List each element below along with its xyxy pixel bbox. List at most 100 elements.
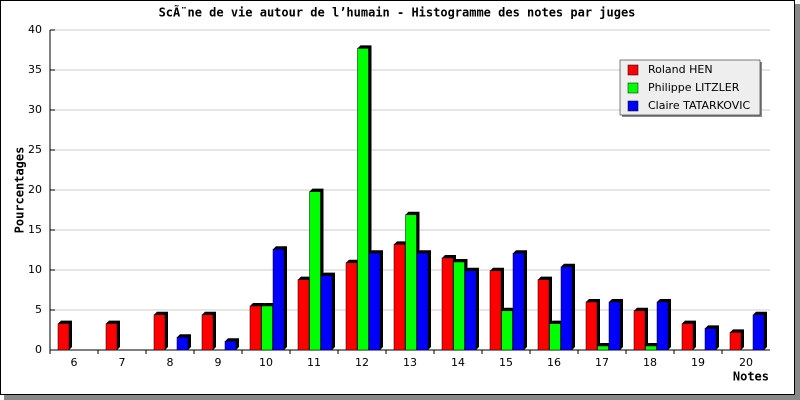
bar-face — [176, 336, 189, 351]
bar — [320, 272, 335, 351]
bar-face — [681, 323, 694, 351]
x-axis-title: Notes — [733, 370, 769, 384]
legend-swatch — [627, 100, 639, 112]
x-tick-label: 14 — [451, 356, 465, 369]
x-tick-label: 7 — [119, 356, 126, 369]
bar-face — [357, 48, 369, 351]
bar-face — [416, 252, 429, 351]
x-tick-label: 15 — [499, 356, 513, 369]
bar-face — [261, 305, 273, 351]
bar — [416, 250, 431, 351]
bar — [153, 311, 168, 351]
bar-face — [345, 262, 358, 351]
bar — [656, 299, 671, 351]
bar — [464, 267, 479, 351]
bar-face — [297, 279, 310, 351]
x-tick-label: 16 — [547, 356, 561, 369]
bar — [597, 343, 612, 351]
x-tick-label: 12 — [355, 356, 369, 369]
x-tick-label: 6 — [71, 356, 78, 369]
bar — [57, 320, 72, 351]
bar-face — [608, 301, 621, 351]
bar-face — [549, 323, 561, 351]
x-tick-label: 19 — [691, 356, 705, 369]
bar — [729, 329, 744, 351]
bar — [608, 299, 623, 351]
bar — [633, 307, 648, 351]
legend-swatch — [627, 82, 639, 94]
bar — [501, 307, 516, 351]
y-axis-title: Pourcentages — [13, 147, 27, 234]
bar-face — [656, 301, 669, 351]
bar — [272, 246, 287, 351]
chart-title: ScÃ¨ne de vie autour de l’humain - Histo… — [159, 5, 636, 20]
y-tick-label: 20 — [28, 183, 42, 196]
bar — [681, 320, 696, 351]
y-tick-label: 15 — [28, 223, 42, 236]
x-tick-label: 8 — [167, 356, 174, 369]
bar-face — [489, 270, 502, 351]
bar-face — [729, 332, 742, 351]
x-tick-label: 17 — [595, 356, 609, 369]
bar-face — [645, 345, 657, 351]
bar-face — [453, 261, 465, 351]
bar — [405, 211, 420, 351]
bar — [224, 338, 239, 351]
bar — [249, 303, 264, 351]
bar-face — [585, 301, 598, 351]
x-tick-label: 20 — [739, 356, 753, 369]
bar-face — [224, 340, 237, 351]
bar — [489, 267, 504, 351]
bar-face — [441, 257, 454, 351]
y-tick-label: 35 — [28, 63, 42, 76]
bar — [441, 255, 456, 351]
bar-face — [464, 270, 477, 351]
x-tick-label: 13 — [403, 356, 417, 369]
bar-face — [537, 279, 550, 351]
bar — [704, 325, 719, 351]
x-tick-label: 10 — [259, 356, 273, 369]
legend: Roland HEN Philippe LITZLER Claire TATARKO… — [619, 59, 762, 117]
bar-face — [249, 305, 262, 351]
bar-face — [704, 328, 717, 351]
x-tick-label: 11 — [307, 356, 321, 369]
bar — [585, 299, 600, 351]
legend-label: Claire TATARKOVIC — [648, 99, 750, 112]
y-tick-label: 25 — [28, 143, 42, 156]
y-tick-label: 30 — [28, 103, 42, 116]
bar — [393, 241, 408, 351]
bar-face — [752, 314, 765, 351]
bar — [512, 250, 527, 351]
bar — [297, 276, 312, 351]
bar — [345, 259, 360, 351]
bar — [309, 188, 324, 351]
bar-face — [512, 252, 525, 351]
bar — [261, 303, 276, 351]
x-tick-label: 18 — [643, 356, 657, 369]
y-tick-label: 10 — [28, 263, 42, 276]
bar-face — [633, 310, 646, 351]
bar — [453, 259, 468, 351]
bar-face — [405, 214, 417, 351]
legend-box — [619, 59, 761, 116]
bar-face — [309, 191, 321, 351]
legend-swatch — [627, 64, 639, 76]
bar — [201, 311, 216, 351]
bar-face — [57, 323, 70, 351]
bar-face — [105, 323, 118, 351]
y-tick-label: 5 — [35, 303, 42, 316]
y-tick-label: 0 — [35, 343, 42, 356]
bar — [549, 320, 564, 351]
bar-face — [272, 248, 285, 351]
bar-face — [597, 345, 609, 351]
bar — [105, 320, 120, 351]
bar-face — [368, 252, 381, 351]
y-tick-label: 40 — [28, 23, 42, 36]
x-tick-label: 9 — [215, 356, 222, 369]
bar-face — [153, 314, 166, 351]
bar-face — [320, 275, 333, 351]
bar-face — [501, 310, 513, 351]
legend-label: Roland HEN — [648, 63, 713, 76]
